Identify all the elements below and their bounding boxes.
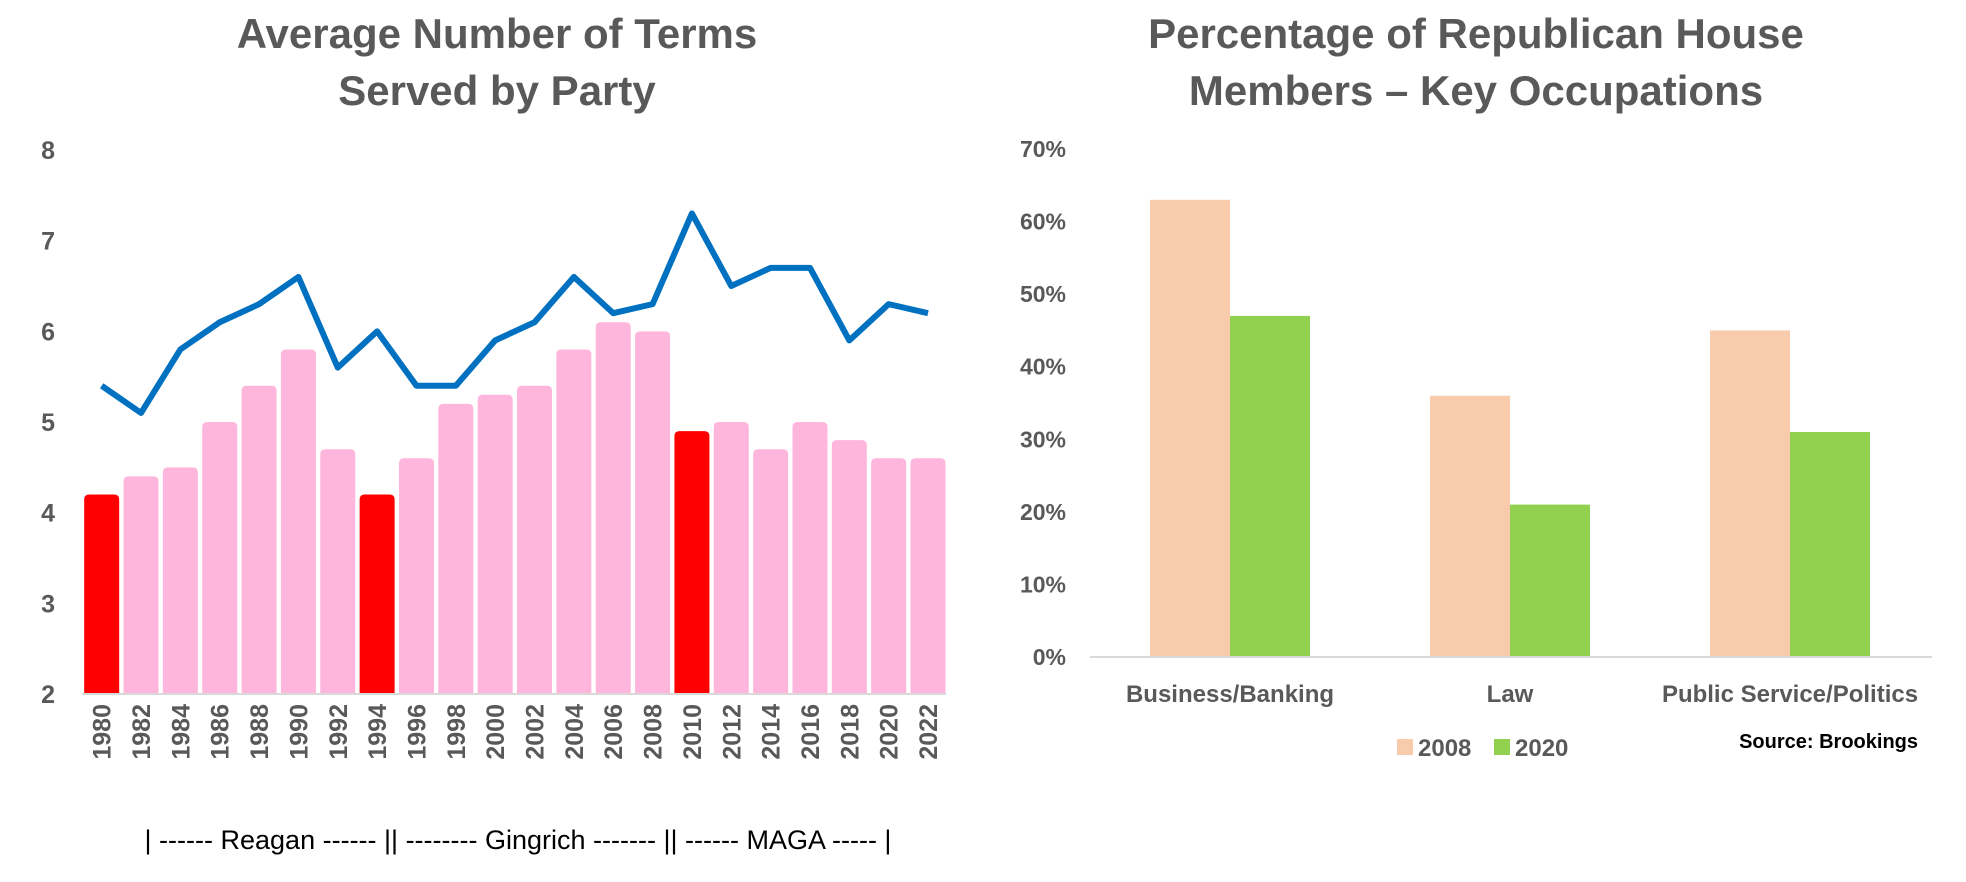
- occupations-x-axis-categories: Business/Banking Law Public Service/Politi…: [1126, 681, 1918, 708]
- legend-swatch-2020: [1494, 739, 1510, 755]
- terms-bar: [753, 449, 789, 694]
- occupations-x-category: Business/Banking: [1126, 681, 1334, 708]
- terms-x-tick: 2020: [876, 704, 904, 760]
- occupations-legend: 2008 2020: [1397, 735, 1568, 762]
- terms-bar: [398, 458, 434, 694]
- source-note: Source: Brookings: [1739, 731, 1918, 753]
- occupations-bar-2020: [1230, 315, 1310, 657]
- occupations-bar-2020: [1510, 504, 1590, 657]
- terms-x-tick: 2012: [718, 704, 746, 760]
- terms-bar: [84, 494, 120, 694]
- terms-y-tick: 5: [41, 409, 55, 437]
- terms-bar: [202, 422, 238, 694]
- terms-x-tick: 1996: [403, 704, 431, 760]
- terms-bar: [438, 403, 474, 694]
- terms-y-tick: 6: [41, 318, 55, 346]
- terms-bars: [84, 322, 946, 694]
- terms-x-tick: 2016: [797, 704, 825, 760]
- occupations-y-tick: 30%: [1020, 426, 1066, 452]
- terms-x-tick: 2004: [561, 704, 589, 760]
- terms-y-tick: 8: [41, 137, 55, 165]
- occupations-bar-2020: [1790, 432, 1870, 657]
- terms-bar: [713, 422, 749, 694]
- terms-chart-title-line-2: Served by Party: [338, 67, 656, 114]
- terms-line-series: [99, 210, 929, 416]
- terms-x-tick: 1980: [89, 704, 117, 760]
- terms-bar: [910, 458, 946, 694]
- occupations-y-axis-ticks: 0% 10% 20% 30% 40% 50% 60% 70%: [1020, 136, 1066, 670]
- terms-bar: [320, 449, 356, 694]
- terms-bar: [595, 322, 631, 694]
- occupations-bar-2008: [1150, 199, 1230, 658]
- occupations-bar-2008: [1710, 330, 1790, 657]
- terms-bar: [280, 349, 316, 694]
- terms-y-tick: 3: [41, 590, 55, 618]
- occupations-y-tick: 50%: [1020, 281, 1066, 307]
- terms-x-tick: 1982: [128, 704, 156, 760]
- terms-x-tick: 1992: [325, 704, 353, 760]
- terms-bar: [556, 349, 592, 694]
- occupations-bars: [1150, 199, 1870, 658]
- terms-bar: [792, 422, 828, 694]
- terms-bar: [635, 331, 671, 694]
- terms-chart: Average Number of Terms Served by Party …: [41, 10, 946, 855]
- occupations-x-category: Law: [1487, 681, 1534, 708]
- occupations-y-tick: 0%: [1033, 644, 1066, 670]
- occupations-y-tick: 40%: [1020, 354, 1066, 380]
- terms-y-tick: 4: [41, 500, 55, 528]
- terms-x-tick: 2000: [482, 704, 510, 760]
- terms-x-tick: 2002: [522, 704, 550, 760]
- terms-x-tick: 2014: [758, 704, 786, 760]
- terms-x-tick: 2018: [836, 704, 864, 760]
- legend-swatch-2008: [1397, 739, 1413, 755]
- occupations-chart: Percentage of Republican House Members –…: [1020, 10, 1932, 762]
- terms-x-tick: 1986: [207, 704, 235, 760]
- legend-label-2020: 2020: [1515, 735, 1568, 762]
- legend-label-2008: 2008: [1418, 735, 1471, 762]
- terms-x-tick: 1998: [443, 704, 471, 760]
- terms-bar: [477, 394, 513, 694]
- terms-bar: [359, 494, 395, 694]
- occupations-chart-title-line-1: Percentage of Republican House: [1148, 10, 1804, 57]
- terms-bar: [871, 458, 907, 694]
- terms-y-tick: 2: [41, 681, 55, 709]
- terms-x-tick: 1984: [167, 704, 195, 760]
- occupations-x-category: Public Service/Politics: [1662, 681, 1918, 708]
- terms-x-tick: 1994: [364, 704, 392, 760]
- terms-y-axis-ticks: 2 3 4 5 6 7 8: [41, 137, 55, 709]
- occupations-y-tick: 60%: [1020, 209, 1066, 235]
- terms-x-tick: 2006: [600, 704, 628, 760]
- terms-x-tick: 2022: [915, 704, 943, 760]
- terms-x-tick: 2010: [679, 704, 707, 760]
- terms-x-axis-ticks: 1980 1982 1984 1986 1988 1990 1992 1994 1996 1998…: [89, 704, 943, 760]
- occupations-y-tick: 70%: [1020, 136, 1066, 162]
- occupations-y-tick: 20%: [1020, 499, 1066, 525]
- terms-bar: [241, 385, 277, 694]
- era-annotation: | ------ Reagan ------ || -------- Gingr…: [145, 825, 892, 855]
- occupations-chart-title-line-2: Members – Key Occupations: [1189, 67, 1763, 114]
- occupations-y-tick: 10%: [1020, 571, 1066, 597]
- terms-y-tick: 7: [41, 228, 55, 256]
- terms-x-tick: 2008: [640, 704, 668, 760]
- terms-bar: [123, 476, 159, 694]
- terms-chart-title-line-1: Average Number of Terms: [237, 10, 758, 57]
- terms-bar: [831, 440, 867, 694]
- terms-bar: [517, 385, 553, 694]
- occupations-bar-2008: [1430, 395, 1510, 657]
- terms-x-tick: 1988: [246, 704, 274, 760]
- terms-bar: [162, 467, 198, 694]
- terms-bar: [674, 431, 710, 694]
- terms-x-tick: 1990: [285, 704, 313, 760]
